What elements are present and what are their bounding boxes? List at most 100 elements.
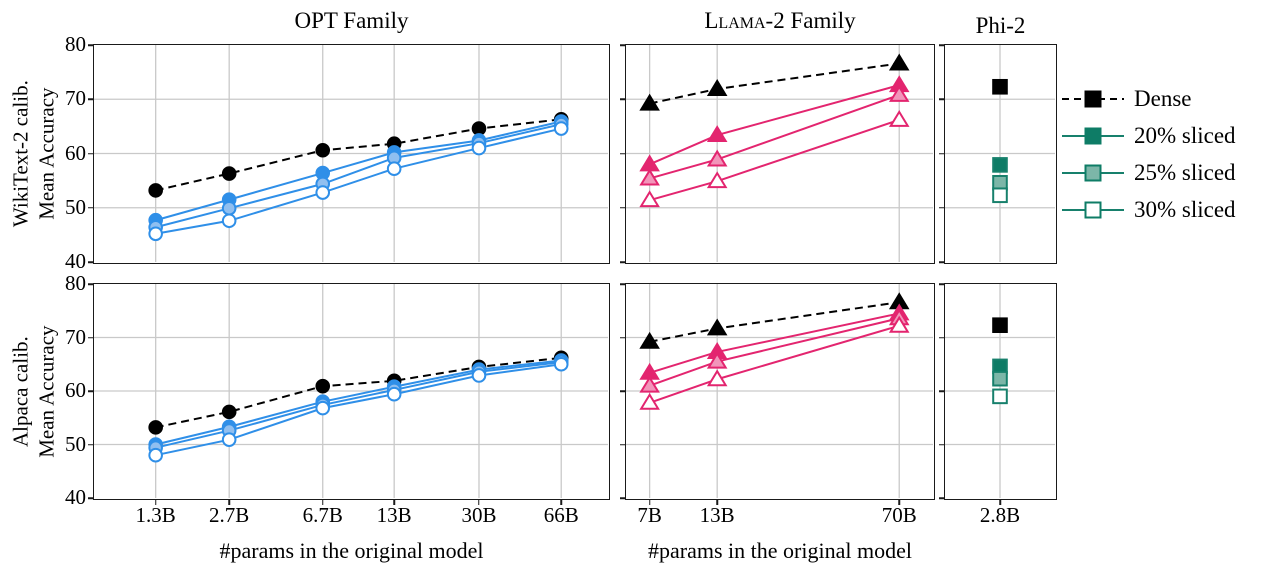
- data-point: [888, 109, 910, 127]
- x-tick-mark: [321, 500, 324, 505]
- data-point: [148, 226, 163, 242]
- y-tick-mark: [88, 261, 93, 263]
- y-tick-mark: [939, 152, 944, 155]
- ylabel-line1: WikiText-2 calib.: [8, 80, 33, 228]
- gridlines: [945, 45, 1055, 262]
- y-tick-mark: [88, 152, 93, 155]
- data-point: [992, 187, 1008, 204]
- legend-item-25-sliced: 25% sliced: [1062, 154, 1236, 191]
- plot-phi2-alpaca: 2.8B: [939, 283, 1057, 527]
- series-30-sliced: [148, 121, 569, 242]
- data-point: [553, 121, 569, 136]
- y-tick-mark: [939, 44, 944, 46]
- series-25-sliced: [639, 84, 910, 186]
- y-tick-mark: [620, 207, 625, 209]
- series-20-sliced: [639, 75, 910, 172]
- series-30-sliced: [992, 187, 1008, 204]
- title-text: Family: [784, 8, 856, 33]
- data-point: [315, 378, 331, 394]
- series-dense: [148, 112, 569, 198]
- data-point: [992, 78, 1008, 95]
- series-dense: [639, 53, 910, 111]
- plot-phi2-wikitext: [939, 44, 1057, 264]
- data-point: [992, 388, 1008, 405]
- x-tick-mark: [154, 500, 157, 505]
- title-llama2-family: Llama-2 Family: [625, 8, 935, 34]
- data-point: [639, 154, 660, 172]
- series-25-sliced: [148, 354, 569, 456]
- data-point: [992, 157, 1008, 173]
- y-tick-mark: [939, 497, 944, 499]
- series-dense: [992, 317, 1008, 333]
- data-point: [639, 93, 660, 111]
- x-tick-label: 13B: [699, 503, 735, 527]
- data-point: [639, 168, 660, 186]
- y-tick-mark: [88, 497, 93, 499]
- legend-label: Dense: [1134, 85, 1192, 111]
- data-point: [148, 447, 163, 463]
- plot-llama2-alpaca: 7B 13B 70B: [620, 283, 935, 527]
- y-tick-label: 80: [65, 271, 86, 295]
- data-point: [315, 400, 331, 416]
- series-30-sliced: [148, 356, 569, 463]
- legend-label: 30% sliced: [1134, 196, 1236, 222]
- y-tick-mark: [88, 443, 93, 446]
- x-tick-label: 2.8B: [979, 503, 1021, 527]
- data-point: [148, 420, 163, 435]
- y-tick-mark: [939, 390, 944, 392]
- data-point: [553, 356, 569, 372]
- chart-canvas: [945, 284, 1055, 498]
- gridlines: [94, 45, 608, 262]
- legend-label: 25% sliced: [1134, 159, 1236, 185]
- x-tick-mark: [716, 500, 718, 505]
- data-point: [386, 161, 402, 176]
- sliced20-marker-icon: [1062, 125, 1124, 147]
- x-tick-mark: [478, 500, 480, 505]
- series-20-sliced: [992, 157, 1008, 173]
- y-tick-mark: [939, 261, 944, 263]
- data-point: [148, 183, 163, 198]
- y-tick-mark: [620, 336, 625, 339]
- gridlines: [94, 284, 608, 498]
- data-point: [706, 149, 728, 167]
- data-point: [888, 315, 910, 333]
- series-30-sliced: [639, 109, 910, 208]
- title-smallcaps: Llama-2: [704, 8, 785, 33]
- y-tick-mark: [88, 336, 93, 339]
- x-tick-label: 66B: [543, 503, 579, 527]
- series-20-sliced: [639, 303, 910, 380]
- ylabel-line2: Mean Accuracy: [34, 325, 58, 458]
- x-tick-mark: [560, 500, 562, 505]
- data-point: [315, 142, 331, 158]
- y-tick-mark: [88, 44, 93, 46]
- data-point: [888, 53, 910, 71]
- legend-marker-canvas: [1062, 164, 1124, 181]
- sliced30-marker-icon: [1062, 199, 1124, 221]
- y-tick-label: 60: [65, 140, 86, 165]
- y-tick-label: 70: [65, 86, 86, 111]
- y-tick-mark: [88, 207, 93, 209]
- x-tick-mark: [999, 500, 1001, 505]
- data-point: [888, 84, 910, 102]
- y-tick-label: 70: [65, 324, 86, 349]
- data-point: [386, 386, 402, 402]
- legend-item-dense: Dense: [1062, 80, 1236, 117]
- ylabel-line1: Alpaca calib.: [8, 336, 33, 447]
- y-tick-mark: [939, 283, 944, 285]
- data-point: [639, 190, 660, 208]
- title-text: OPT Family: [294, 8, 409, 33]
- y-tick-label: 40: [65, 249, 86, 273]
- series-30-sliced: [992, 388, 1008, 405]
- x-tick-label: 13B: [376, 503, 412, 527]
- y-tick-mark: [620, 44, 625, 46]
- y-tick-mark: [620, 98, 625, 100]
- y-tick-mark: [88, 98, 93, 100]
- series-30-sliced: [639, 315, 910, 410]
- x-tick-mark: [648, 500, 651, 505]
- legend-marker-canvas: [1062, 127, 1124, 144]
- chart-canvas: [626, 284, 933, 498]
- xaxis-title-opt: #params in the original model: [219, 538, 484, 563]
- ylabel-wikitext2: WikiText-2 calib. Mean Accuracy: [8, 34, 59, 274]
- data-point: [706, 318, 728, 336]
- data-point: [639, 331, 660, 349]
